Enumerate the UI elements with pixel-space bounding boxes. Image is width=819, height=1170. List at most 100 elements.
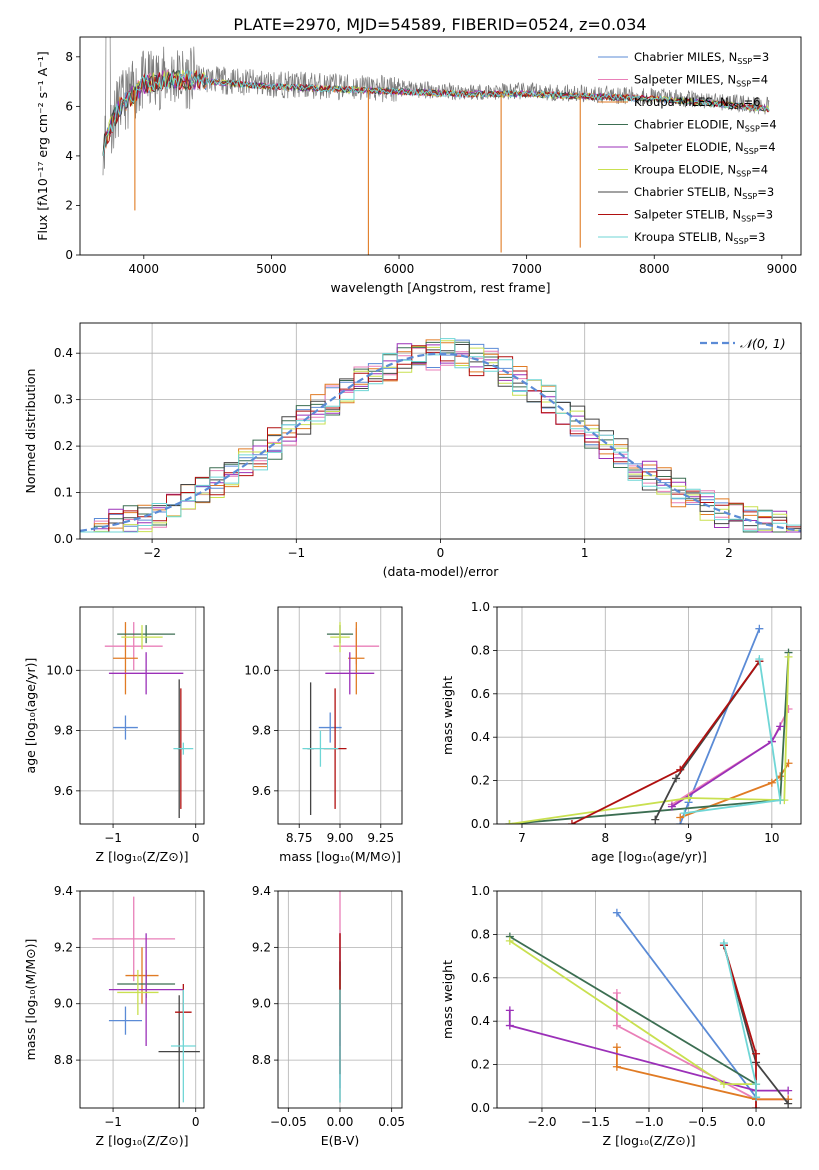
x-tick-label: 7 bbox=[518, 831, 526, 845]
y-tick-label: 4 bbox=[65, 149, 73, 163]
x-tick-label: 1 bbox=[581, 546, 589, 560]
weight-point-marker bbox=[651, 815, 660, 824]
weight-point-marker bbox=[752, 1080, 761, 1089]
legend-entry: Salpeter STELIB, NSSP=3 bbox=[634, 208, 773, 224]
plot-area bbox=[80, 338, 801, 533]
weight-series-line bbox=[679, 628, 761, 824]
y-tick-label: 9.4 bbox=[252, 884, 271, 898]
x-tick-label: 9000 bbox=[767, 262, 798, 276]
panel-weight_Z: −2.0 −1.5 −1.0 −0.5 0.0 0.0 0.2 0.4 0.6 0.8 1.0 Z [… bbox=[440, 884, 802, 1148]
chart-layer: 4000 5000 6000 7000 8000 900002468wavelength … bbox=[23, 36, 802, 1148]
y-tick-label: 0.4 bbox=[471, 1014, 490, 1028]
weight-series-line bbox=[508, 1010, 789, 1092]
x-tick-label: 10 bbox=[764, 831, 779, 845]
x-tick-label: −2.0 bbox=[527, 1115, 556, 1129]
model-spectrum bbox=[102, 69, 770, 156]
errorbar-point bbox=[330, 622, 350, 653]
x-tick-label: 9 bbox=[685, 831, 693, 845]
weight-point-marker bbox=[567, 820, 576, 824]
legend-entry: Salpeter MILES, NSSP=4 bbox=[634, 73, 768, 89]
errorbar-point bbox=[121, 625, 163, 650]
x-tick-label: 4000 bbox=[129, 262, 160, 276]
weight-series-line bbox=[616, 912, 757, 1098]
x-tick-label: 0 bbox=[437, 546, 445, 560]
axes-frame bbox=[496, 606, 802, 825]
y-tick-label: 0.8 bbox=[471, 927, 490, 941]
y-axis-label: Normed distribution bbox=[23, 369, 38, 494]
legend: Chabrier MILES, NSSP=3 Salpeter MILES, NS… bbox=[598, 50, 777, 246]
errorbar-point bbox=[158, 995, 200, 1108]
figure-title: PLATE=2970, MJD=54589, FIBERID=0524, z=0… bbox=[233, 15, 646, 34]
x-axis-label: Z [log₁₀(Z/Z⊙)] bbox=[96, 1133, 189, 1148]
x-tick-label: 2 bbox=[725, 546, 733, 560]
y-tick-label: 9.2 bbox=[54, 940, 73, 954]
plot-area bbox=[92, 896, 200, 1108]
weight-series-line bbox=[509, 935, 757, 1091]
weight-point-marker bbox=[767, 778, 776, 787]
panel-residuals: −2 −1 0 1 2 0.0 0.1 0.2 0.3 0.4 (data-model)/error… bbox=[23, 322, 802, 579]
x-axis-label: E(B-V) bbox=[321, 1133, 360, 1148]
weight-point-marker bbox=[784, 1086, 793, 1095]
plot-area bbox=[505, 624, 793, 824]
weight-point-marker bbox=[667, 802, 676, 811]
y-tick-label: 9.0 bbox=[252, 997, 271, 1011]
y-tick-label: 0.6 bbox=[471, 971, 490, 985]
errorbar-point bbox=[108, 933, 184, 1046]
y-tick-label: 8.8 bbox=[54, 1053, 73, 1067]
y-tick-label: 9.0 bbox=[54, 997, 73, 1011]
legend-entry: Salpeter ELODIE, NSSP=4 bbox=[634, 140, 776, 156]
legend-entry: Chabrier ELODIE, NSSP=4 bbox=[634, 118, 777, 134]
x-tick-label: −1.0 bbox=[634, 1115, 663, 1129]
weight-point-marker bbox=[755, 655, 764, 664]
y-tick-label: 0.2 bbox=[54, 439, 73, 453]
plot-area bbox=[102, 37, 770, 255]
errorbar-point bbox=[104, 622, 163, 671]
weight-point-marker bbox=[752, 1049, 761, 1058]
errorbar-point bbox=[108, 1006, 142, 1035]
axes-frame bbox=[79, 606, 205, 825]
axes: −2.0 −1.5 −1.0 −0.5 0.0 0.0 0.2 0.4 0.6 0.8 1.0 Z [… bbox=[440, 884, 802, 1148]
weight-point-marker bbox=[684, 793, 693, 802]
weight-point-marker bbox=[672, 774, 681, 783]
errorbar-point bbox=[318, 712, 342, 743]
y-axis-label: Flux [fλ10⁻¹⁷ erg cm⁻² s⁻¹ A⁻¹] bbox=[35, 51, 50, 240]
axes: 4000 5000 6000 7000 8000 9000 0 2 4 6 8 wavelength … bbox=[35, 36, 802, 295]
y-tick-label: 0.4 bbox=[54, 346, 73, 360]
weight-point-marker bbox=[676, 765, 685, 774]
weight-point-marker bbox=[755, 624, 764, 633]
weight-point-marker bbox=[612, 1021, 621, 1030]
errorbar-point bbox=[108, 652, 184, 695]
weight-point-marker bbox=[776, 722, 785, 731]
weight-point-marker bbox=[505, 1006, 514, 1015]
histogram-step bbox=[80, 338, 801, 533]
y-tick-label: 10.0 bbox=[46, 663, 73, 677]
axes-frame bbox=[79, 890, 205, 1109]
axes-frame bbox=[79, 36, 802, 256]
normal-curve bbox=[80, 352, 801, 532]
y-tick-label: 10.0 bbox=[244, 663, 271, 677]
x-tick-label: 8 bbox=[601, 831, 609, 845]
weight-series-line bbox=[654, 660, 761, 821]
x-tick-label: −0.05 bbox=[270, 1115, 307, 1129]
y-tick-label: 0.2 bbox=[471, 1058, 490, 1072]
x-tick-label: 6000 bbox=[384, 262, 415, 276]
y-tick-label: 0 bbox=[65, 248, 73, 262]
x-tick-label: 0.0 bbox=[746, 1115, 765, 1129]
x-tick-label: −2 bbox=[143, 546, 161, 560]
y-tick-label: 0.4 bbox=[471, 730, 490, 744]
y-tick-label: 9.2 bbox=[252, 940, 271, 954]
axes: −2 −1 0 1 2 0.0 0.1 0.2 0.3 0.4 (data-model)/error… bbox=[23, 322, 802, 579]
errorbar-point bbox=[117, 969, 159, 1015]
x-axis-label: Z [log₁₀(Z/Z⊙)] bbox=[603, 1133, 696, 1148]
weight-point-marker bbox=[776, 796, 785, 805]
legend-entry: Kroupa STELIB, NSSP=3 bbox=[634, 230, 765, 246]
y-tick-label: 1.0 bbox=[471, 884, 490, 898]
panel-age_Z: −1 0 9.6 9.8 10.0 Z [log₁₀(Z/Z⊙)] age [log₁₀(a… bbox=[23, 606, 205, 864]
x-axis-label: Z [log₁₀(Z/Z⊙)] bbox=[96, 849, 189, 864]
axes: −1 0 8.8 9.0 9.2 9.4 Z [log₁₀(Z/Z⊙)] mass [log₁… bbox=[23, 884, 205, 1148]
y-tick-label: 0.0 bbox=[471, 1101, 490, 1115]
x-tick-label: 9.25 bbox=[367, 831, 394, 845]
errorbar-point bbox=[170, 989, 196, 1103]
y-tick-label: 9.8 bbox=[54, 724, 73, 738]
